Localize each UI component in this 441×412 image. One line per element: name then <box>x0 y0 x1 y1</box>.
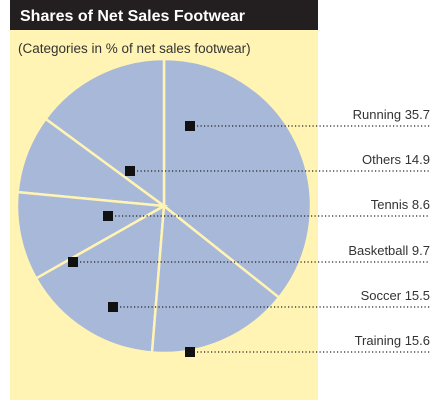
pie-slice <box>34 203 166 354</box>
value-label: 9.7 <box>412 243 430 258</box>
value-label: 14.9 <box>405 152 430 167</box>
marker <box>185 121 195 131</box>
header-bar <box>10 0 318 30</box>
value-label: 15.6 <box>405 333 430 348</box>
pie <box>15 57 313 355</box>
marker <box>108 302 118 312</box>
pie-slice <box>150 203 281 355</box>
value-label: 15.5 <box>405 288 430 303</box>
slice-label: Training 15.6 <box>355 333 430 348</box>
pie-slice <box>162 57 313 300</box>
marker <box>125 166 135 176</box>
marker <box>103 211 113 221</box>
slice-label: Soccer 15.5 <box>361 288 430 303</box>
category-name: Others <box>362 152 402 167</box>
slice-label: Others 14.9 <box>362 152 430 167</box>
subtitle: (Categories in % of net sales footwear) <box>18 41 251 56</box>
slice-label: Tennis 8.6 <box>371 197 430 212</box>
marker <box>185 347 195 357</box>
category-name: Tennis <box>371 197 409 212</box>
category-name: Running <box>353 107 401 122</box>
value-label: 8.6 <box>412 197 430 212</box>
value-label: 35.7 <box>405 107 430 122</box>
marker <box>68 257 78 267</box>
labels: Running 35.7 Others 14.9 Tennis 8.6 Basketb… <box>68 107 430 357</box>
category-name: Training <box>355 333 401 348</box>
category-name: Soccer <box>361 288 402 303</box>
slice-label: Basketball 9.7 <box>348 243 430 258</box>
pie-slice <box>15 190 169 281</box>
slice-label: Running 35.7 <box>353 107 430 122</box>
chart-title: Shares of Net Sales Footwear <box>20 8 245 25</box>
category-name: Basketball <box>348 243 408 258</box>
